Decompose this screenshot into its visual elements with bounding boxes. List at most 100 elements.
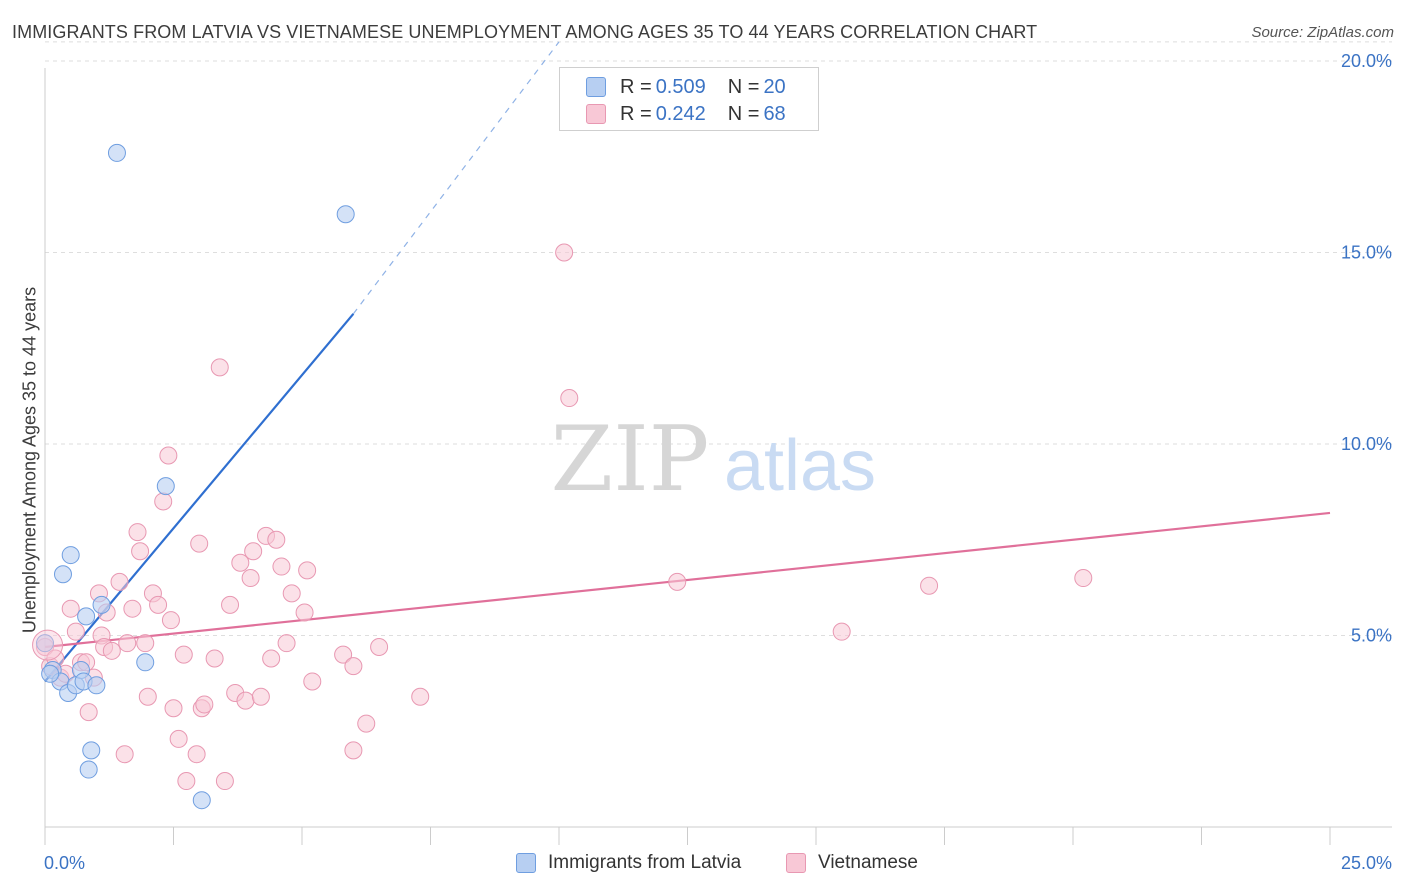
vietnamese-point	[102, 641, 121, 660]
vietnamese-point	[236, 691, 255, 710]
vietnamese-point	[174, 645, 193, 664]
vietnamese-point	[154, 492, 173, 511]
latvia-point	[136, 653, 155, 672]
vietnamese-point	[123, 599, 142, 618]
latvia-point	[77, 607, 96, 626]
axes	[44, 68, 1392, 845]
latvia-legend-swatch	[516, 853, 536, 873]
latvia-trendline	[44, 313, 355, 683]
vietnamese-point	[138, 687, 157, 706]
vietnamese-point	[118, 634, 137, 653]
latvia-trend-extension	[352, 41, 560, 315]
vietnamese-point	[110, 572, 129, 591]
y-axis-label-wrap: Unemployment Among Ages 35 to 44 years	[18, 270, 42, 650]
vietnamese-point	[668, 572, 687, 591]
latvia-n-value: 20	[763, 75, 786, 98]
vietnamese-r-value: 0.242	[655, 102, 706, 125]
vietnamese-point	[298, 561, 317, 580]
legend-n-label: N =	[727, 75, 760, 98]
latvia-point	[36, 634, 54, 653]
vietnamese-point	[832, 622, 851, 641]
latvia-point	[41, 664, 60, 683]
x-tick-label: 0.0%	[44, 853, 85, 873]
correlation-legend: R = 0.509 N = 20 R = 0.242 N = 68	[559, 67, 819, 131]
vietnamese-point	[282, 584, 301, 603]
x-tick-labels: 0.0% 25.0%	[44, 853, 1392, 873]
vietnamese-point	[195, 695, 214, 714]
latvia-r-value: 0.509	[655, 75, 706, 98]
vietnamese-point	[215, 772, 234, 791]
vietnamese-point	[177, 772, 196, 791]
legend-item-latvia[interactable]: Immigrants from Latvia	[516, 852, 741, 874]
vietnamese-point	[272, 557, 291, 576]
y-tick-label: 5.0%	[1351, 626, 1392, 646]
vietnamese-point	[411, 687, 430, 706]
watermark-atlas: atlas	[724, 426, 876, 506]
latvia-point	[156, 477, 175, 496]
vietnamese-point	[277, 634, 296, 653]
latvia-swatch	[586, 77, 606, 97]
legend-row-latvia: R = 0.509 N = 20	[586, 75, 786, 99]
vietnamese-point	[251, 687, 270, 706]
vietnamese-point	[303, 672, 322, 691]
vietnamese-point	[920, 576, 939, 595]
vietnamese-point	[187, 745, 206, 764]
y-tick-labels: 5.0% 10.0% 15.0% 20.0%	[1341, 51, 1392, 646]
vietnamese-point	[267, 530, 286, 549]
vietnamese-point	[161, 611, 180, 630]
latvia-point	[192, 791, 211, 810]
vietnamese-point	[221, 595, 240, 614]
legend-r-label: R =	[620, 102, 652, 125]
vietnamese-point	[136, 634, 155, 653]
y-axis-label: Unemployment Among Ages 35 to 44 years	[19, 286, 40, 634]
vietnamese-point	[231, 553, 250, 572]
vietnamese-point	[244, 542, 263, 561]
legend-row-vietnamese: R = 0.242 N = 68	[586, 102, 786, 126]
grid-lines	[45, 41, 1392, 636]
vietnamese-point	[560, 389, 579, 408]
legend-r-label: R =	[620, 75, 652, 98]
vietnamese-point	[334, 645, 353, 664]
vietnamese-point	[344, 741, 363, 760]
vietnamese-point	[344, 657, 363, 676]
vietnamese-point	[555, 243, 574, 262]
latvia-point	[61, 546, 80, 565]
vietnamese-point	[66, 622, 85, 641]
y-tick-label: 20.0%	[1341, 51, 1392, 71]
vietnamese-point	[164, 699, 183, 718]
chart-title: IMMIGRANTS FROM LATVIA VS VIETNAMESE UNE…	[12, 22, 1038, 42]
y-tick-label: 15.0%	[1341, 243, 1392, 263]
vietnamese-point	[210, 358, 229, 377]
vietnamese-point	[262, 649, 281, 668]
latvia-point	[82, 741, 101, 760]
vietnamese-legend-label: Vietnamese	[818, 852, 918, 873]
vietnamese-point	[61, 599, 80, 618]
vietnamese-point	[128, 523, 147, 542]
vietnamese-point	[205, 649, 224, 668]
trendlines	[44, 41, 1331, 683]
vietnamese-point	[241, 569, 260, 588]
x-tick-label: 25.0%	[1341, 853, 1392, 873]
latvia-point	[336, 205, 355, 224]
vietnamese-n-value: 68	[763, 102, 786, 125]
latvia-point	[79, 760, 98, 779]
vietnamese-swatch	[586, 104, 606, 124]
latvia-point	[92, 595, 111, 614]
vietnamese-point	[149, 595, 168, 614]
vietnamese-point	[190, 534, 209, 553]
vietnamese-point	[169, 729, 188, 748]
latvia-point	[53, 565, 72, 584]
legend-item-vietnamese[interactable]: Vietnamese	[786, 852, 918, 874]
series-legend: Immigrants from Latvia Vietnamese	[0, 852, 1406, 876]
vietnamese-point	[131, 542, 150, 561]
vietnamese-point	[370, 637, 389, 656]
vietnamese-point	[159, 446, 178, 465]
vietnamese-legend-swatch	[786, 853, 806, 873]
legend-n-label: N =	[727, 102, 760, 125]
vietnamese-point	[79, 703, 98, 722]
vietnamese-point	[357, 714, 376, 733]
vietnamese-cluster-point	[32, 629, 64, 661]
latvia-point	[107, 143, 126, 162]
watermark-zip: ZIP	[551, 407, 710, 512]
